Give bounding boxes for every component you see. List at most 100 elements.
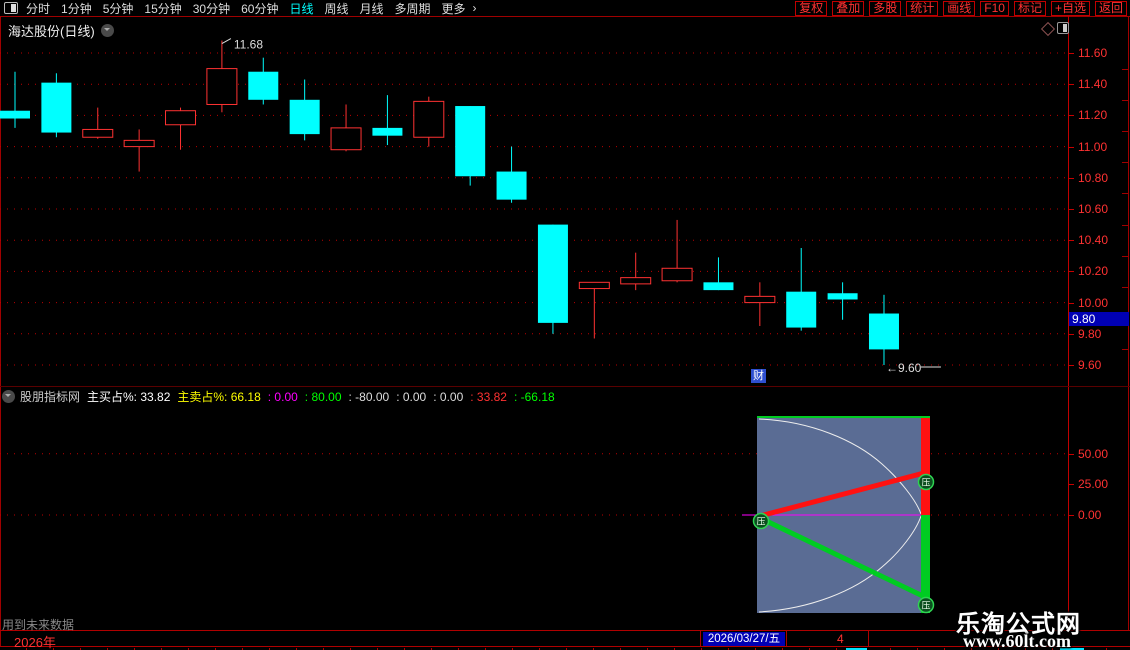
period-tab-2[interactable]: 5分钟	[102, 1, 134, 16]
price-axis-tick	[1068, 333, 1074, 335]
toolbar-button-1[interactable]: 叠加	[832, 0, 865, 16]
period-tab-5[interactable]: 60分钟	[241, 1, 279, 16]
price-axis-tick	[1068, 146, 1074, 148]
page-title: 海达股份(日线)	[8, 24, 95, 39]
chart-header: 海达股份(日线)	[8, 21, 114, 40]
layout-icon[interactable]	[4, 2, 18, 14]
pressure-badge-0: 压	[752, 512, 770, 530]
period-tab-0[interactable]: 分时	[26, 1, 51, 16]
toolbar-button-4[interactable]: 画线	[943, 0, 976, 16]
candle-18	[744, 282, 776, 326]
more-arrow-icon[interactable]: ›	[472, 1, 477, 15]
pressure-badge-2: 压	[917, 596, 935, 614]
cursor-date-box: 2026/03/27/五	[703, 632, 785, 646]
candle-1	[41, 73, 72, 138]
candle-13	[537, 224, 568, 334]
scrollbar-marker[interactable]	[1060, 648, 1084, 650]
top-toolbar: 分时 1分钟 5分钟 15分钟 30分钟 60分钟 日线 周线 月线 多周期 更多 › 复权 叠加 多股…	[0, 0, 1130, 17]
indicator-axis-tick	[1068, 515, 1074, 516]
candle-body-down	[0, 110, 30, 119]
count-label: 4	[837, 632, 844, 646]
candle-body-up	[206, 68, 238, 105]
candle-0	[0, 71, 30, 128]
price-axis-tick	[1068, 177, 1074, 179]
period-tab-3[interactable]: 15分钟	[144, 1, 182, 16]
indicator-header: 股朋指标网 主买占%: 33.82 主卖占%: 66.18: 0.00: 80.0…	[2, 388, 555, 405]
financial-report-badge[interactable]: 财	[751, 369, 766, 383]
candle-body-down	[868, 313, 899, 350]
indicator-field-6: : 0.00	[433, 390, 464, 404]
candle-body-down	[41, 82, 72, 133]
axis-divider	[786, 631, 787, 646]
split-panel-icon[interactable]	[1057, 22, 1069, 34]
indicator-axis-label: 50.00	[1078, 446, 1109, 461]
watermark-site-name: 乐淘公式网	[956, 611, 1081, 638]
candle-19	[786, 248, 817, 331]
candle-body-down	[827, 293, 858, 300]
candlestick-chart[interactable]: 11.68 ←9.60	[0, 17, 1069, 386]
price-axis-tick	[1068, 84, 1074, 86]
toolbar-button-6[interactable]: 标记	[1013, 0, 1046, 16]
candle-body-down	[248, 71, 279, 100]
badge-label: 压	[921, 478, 930, 488]
indicator-field-7: : 33.82	[470, 390, 507, 404]
badge-circle	[752, 512, 770, 530]
candle-21	[868, 294, 899, 365]
indicator-values: 主买占%: 33.82 主卖占%: 66.18: 0.00: 80.00: -80…	[80, 388, 555, 405]
price-axis-minor-tick	[1122, 162, 1129, 164]
chevron-down-icon[interactable]	[100, 24, 114, 37]
candle-body-down	[703, 282, 734, 291]
time-axis-line	[0, 630, 1130, 631]
price-axis-minor-tick	[1122, 287, 1129, 288]
price-axis-minor-tick	[1122, 224, 1129, 226]
candle-body-down	[786, 291, 817, 328]
candle-8	[330, 104, 362, 152]
indicator-axis-tick	[1068, 453, 1074, 455]
candle-body-up	[620, 277, 652, 285]
period-tab-8[interactable]: 月线	[359, 1, 384, 16]
price-axis-label: 10.00	[1078, 295, 1109, 310]
toolbar-button-2[interactable]: 多股	[869, 0, 902, 16]
indicator-chart[interactable]: 压压压	[0, 404, 1069, 630]
period-tab-6[interactable]: 日线	[289, 1, 314, 16]
toolbar-button-5[interactable]: F10	[980, 0, 1009, 16]
future-data-note: 用到未来数据	[2, 618, 75, 632]
price-axis-label: 9.80	[1078, 326, 1102, 341]
bottom-axis-line	[0, 646, 1130, 647]
price-axis-tick	[1068, 271, 1074, 273]
candle-body-up	[330, 127, 362, 151]
period-tab-1[interactable]: 1分钟	[61, 1, 92, 16]
candle-body-up	[82, 128, 114, 138]
indicator-axis-label: 0.00	[1078, 508, 1102, 522]
candle-body-up	[744, 295, 776, 304]
sell-trend-line	[758, 515, 925, 599]
toolbar-button-7[interactable]: +自选	[1050, 0, 1090, 16]
toolbar-button-3[interactable]: 统计	[906, 0, 939, 16]
price-axis-label: 11.60	[1078, 46, 1108, 60]
bottom-scrollbar[interactable]	[0, 648, 1130, 650]
period-tab-4[interactable]: 30分钟	[192, 1, 231, 16]
chevron-down-icon[interactable]	[2, 390, 15, 403]
sell-bar	[921, 515, 930, 613]
indicator-field-3: : 80.00	[304, 390, 342, 404]
candle-body-up	[413, 100, 445, 138]
candle-9	[372, 95, 403, 146]
toolbar-button-8[interactable]: 返回	[1094, 0, 1127, 16]
candle-body-down	[372, 127, 403, 136]
indicator-curve-bottom	[758, 515, 922, 613]
period-tab-10[interactable]: 更多	[441, 1, 466, 16]
price-axis-label: 10.20	[1078, 264, 1109, 279]
price-axis-tick	[1068, 302, 1074, 304]
indicator-curve-top	[758, 418, 922, 515]
period-tab-9[interactable]: 多周期	[394, 1, 431, 16]
period-tab-7[interactable]: 周线	[324, 1, 349, 16]
candle-body-up	[123, 139, 155, 148]
toolbar-button-0[interactable]: 复权	[795, 0, 828, 16]
candle-4	[165, 107, 197, 150]
axis-divider	[700, 631, 701, 646]
scrollbar-marker[interactable]	[846, 648, 867, 650]
indicator-field-2: : 0.00	[267, 390, 298, 404]
price-axis-line	[1068, 16, 1069, 630]
indicator-axis-label: 25.00	[1078, 477, 1109, 492]
